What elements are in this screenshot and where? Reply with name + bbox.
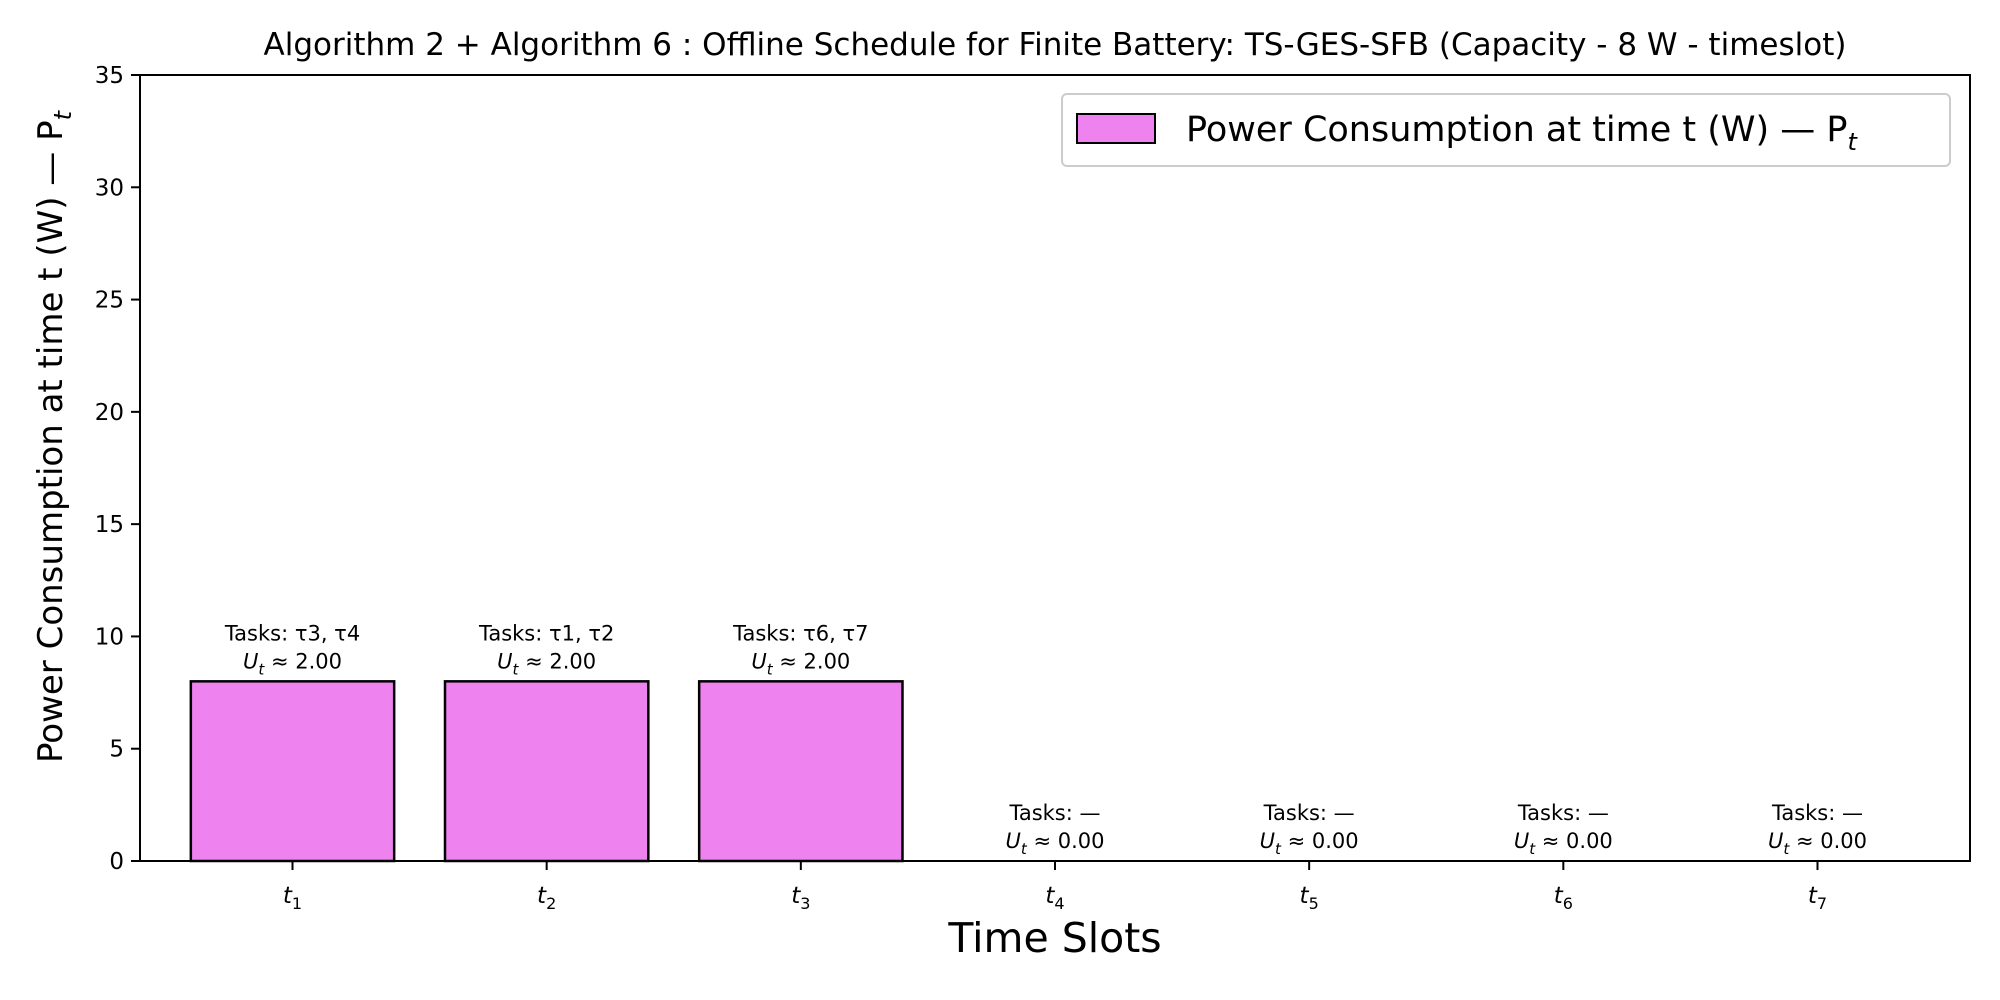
util-value: ≈ 0.00	[1281, 829, 1359, 853]
y-tick-label-20: 20	[95, 400, 124, 426]
util-value: ≈ 2.00	[773, 649, 851, 673]
bar-annotation-util-7: Ut ≈ 0.00	[1768, 829, 1867, 858]
x-tick-base: t	[1808, 883, 1818, 909]
chart-title: Algorithm 2 + Algorithm 6 : Offline Sche…	[264, 27, 1847, 63]
bar-annotation-tasks-4: Tasks: —	[1008, 801, 1100, 825]
bar-annotation-util-1: Ut ≈ 2.00	[243, 649, 342, 678]
x-tick-base: t	[1554, 883, 1564, 909]
bar-annotation-util-5: Ut ≈ 0.00	[1260, 829, 1359, 858]
bar-annotation-util-2: Ut ≈ 2.00	[497, 649, 596, 678]
y-tick-label-0: 0	[109, 849, 124, 875]
util-symbol: U	[751, 649, 766, 673]
legend-label-subscript: t	[1848, 128, 1859, 156]
x-tick-label-1: t1	[283, 883, 302, 913]
legend-label: Power Consumption at time t (W) — Pt	[1186, 110, 1859, 156]
util-symbol: U	[243, 649, 258, 673]
x-tick-base: t	[537, 883, 547, 909]
x-tick-subscript: 4	[1054, 894, 1064, 913]
util-subscript: t	[513, 660, 520, 678]
y-tick-label-15: 15	[95, 512, 124, 538]
y-axis-label-subscript: t	[49, 109, 77, 120]
bar-annotation-tasks-5: Tasks: —	[1263, 801, 1355, 825]
plot-area: Tasks: τ3, τ4 Ut ≈ 2.00 Tasks: τ1, τ2 Ut ≈ …	[95, 63, 1971, 913]
legend-label-main: Power Consumption at time t (W) — P	[1186, 110, 1848, 150]
bar-3	[697, 680, 904, 863]
y-tick-label-25: 25	[95, 288, 124, 314]
legend: Power Consumption at time t (W) — Pt	[1061, 93, 1951, 167]
axes-frame	[139, 74, 1971, 862]
util-subscript: t	[1021, 840, 1028, 858]
x-tick-subscript: 1	[292, 894, 302, 913]
bar-annotation-tasks-2: Tasks: τ1, τ2	[478, 621, 614, 645]
x-tick-base: t	[791, 883, 801, 909]
util-symbol: U	[1514, 829, 1529, 853]
util-subscript: t	[1275, 840, 1282, 858]
bar-1	[189, 680, 396, 863]
x-tick-label-5: t5	[1300, 883, 1319, 913]
y-tick-label-5: 5	[109, 737, 124, 763]
x-tick-label-6: t6	[1554, 883, 1573, 913]
util-subscript: t	[258, 660, 265, 678]
bar-annotation-tasks-3: Tasks: τ6, τ7	[732, 621, 868, 645]
util-symbol: U	[1006, 829, 1021, 853]
util-value: ≈ 2.00	[264, 649, 342, 673]
y-axis-label: Power Consumption at time t (W) — Pt	[31, 109, 77, 763]
util-subscript: t	[1529, 840, 1536, 858]
x-tick-label-7: t7	[1808, 883, 1827, 913]
bar-annotation-tasks-1: Tasks: τ3, τ4	[224, 621, 360, 645]
y-tick-label-10: 10	[95, 624, 124, 650]
util-value: ≈ 0.00	[1027, 829, 1105, 853]
bar-annotation-tasks-7: Tasks: —	[1771, 801, 1863, 825]
x-tick-base: t	[1300, 883, 1310, 909]
util-symbol: U	[497, 649, 512, 673]
util-value: ≈ 0.00	[1535, 829, 1613, 853]
bar-annotation-util-6: Ut ≈ 0.00	[1514, 829, 1613, 858]
util-symbol: U	[1260, 829, 1275, 853]
x-axis-label: Time Slots	[947, 914, 1161, 962]
x-tick-subscript: 7	[1817, 894, 1827, 913]
x-tick-label-2: t2	[537, 883, 556, 913]
bar-annotation-util-4: Ut ≈ 0.00	[1006, 829, 1105, 858]
util-value: ≈ 2.00	[518, 649, 596, 673]
x-tick-subscript: 2	[546, 894, 556, 913]
x-tick-subscript: 6	[1563, 894, 1573, 913]
util-subscript: t	[1783, 840, 1790, 858]
x-tick-subscript: 3	[800, 894, 810, 913]
legend-swatch	[1076, 113, 1156, 144]
x-tick-label-3: t3	[791, 883, 810, 913]
x-tick-label-4: t4	[1045, 883, 1064, 913]
legend-frame	[1061, 93, 1951, 167]
util-symbol: U	[1768, 829, 1783, 853]
y-tick-label-35: 35	[95, 63, 124, 89]
util-subscript: t	[767, 660, 774, 678]
bar-annotation-util-3: Ut ≈ 2.00	[751, 649, 850, 678]
x-tick-base: t	[283, 883, 293, 909]
y-tick-label-30: 30	[95, 175, 124, 201]
bar-annotation-tasks-6: Tasks: —	[1517, 801, 1609, 825]
x-tick-base: t	[1045, 883, 1055, 909]
util-value: ≈ 0.00	[1789, 829, 1867, 853]
bar-2	[443, 680, 650, 863]
x-tick-subscript: 5	[1309, 894, 1319, 913]
y-axis-label-main: Power Consumption at time t (W) — P	[31, 120, 71, 763]
